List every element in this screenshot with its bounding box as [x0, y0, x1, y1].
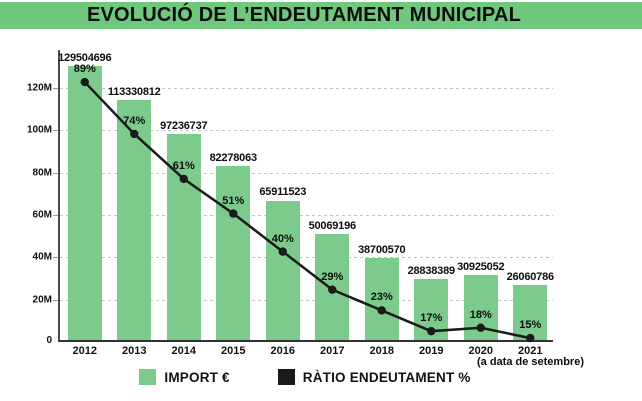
ratio-label: 89% — [73, 63, 96, 76]
bar-2013 — [117, 100, 152, 340]
bar-2019 — [414, 278, 449, 340]
x-axis-label-2017: 2017 — [320, 345, 345, 357]
bar-2021 — [513, 284, 548, 340]
bar-2017 — [315, 234, 350, 340]
x-axis-label-2018: 2018 — [369, 345, 394, 357]
title-banner: EVOLUCIÓ DE L’ENDEUTAMENT MUNICIPAL — [0, 2, 642, 29]
bar-value-label: 30925052 — [457, 260, 505, 273]
legend-label-ratio: RÀTIO ENDEUTAMENT % — [302, 369, 471, 385]
bar-value-label: 129504696 — [58, 51, 112, 64]
bar-2015 — [216, 165, 251, 340]
x-axis-label-2015: 2015 — [221, 345, 246, 357]
ratio-swatch-icon — [277, 369, 295, 385]
y-axis-tick — [53, 257, 58, 259]
legend-label-import: IMPORT € — [164, 369, 230, 385]
y-axis-tick — [53, 88, 58, 90]
import-swatch-icon — [139, 369, 157, 385]
bar-value-label: 82278063 — [209, 151, 258, 164]
x-axis-label-2012: 2012 — [72, 345, 97, 357]
bar-value-label: 113330812 — [107, 86, 161, 99]
ratio-label: 74% — [123, 114, 146, 127]
x-axis-label-2014: 2014 — [171, 345, 196, 357]
y-axis-tick — [53, 299, 58, 301]
y-axis-tick — [53, 172, 58, 174]
ratio-label: 17% — [420, 312, 443, 325]
x-axis-label-2016: 2016 — [270, 345, 295, 357]
bar-value-label: 28838389 — [407, 264, 456, 277]
ratio-label: 23% — [370, 291, 393, 304]
ratio-label: 61% — [172, 159, 195, 172]
y-axis-tick — [53, 215, 58, 216]
debt-evolution-chart: 120M 100M 80M 60M 40M 20M 0 129504696 2012 89% 113… — [27, 50, 555, 357]
y-axis-label: 60M — [32, 209, 52, 221]
x-axis-label-2020: 2020 — [468, 345, 493, 357]
bar-2020 — [463, 274, 498, 340]
ratio-label: 18% — [469, 308, 492, 321]
y-axis-label: 100M — [26, 124, 52, 136]
y-axis-label: 80M — [32, 167, 52, 179]
y-axis-tick — [53, 130, 58, 132]
bar-value-label: 50069196 — [308, 220, 357, 233]
x-axis-label-2019: 2019 — [419, 345, 444, 357]
y-axis-label: 120M — [26, 82, 52, 94]
y-axis-label: 40M — [32, 251, 52, 263]
ratio-label: 29% — [321, 270, 344, 283]
x-axis-label-2013: 2013 — [122, 345, 147, 357]
y-axis-label: 20M — [32, 294, 52, 306]
bar-2012 — [67, 65, 102, 340]
bar-value-label: 26060786 — [506, 270, 555, 283]
ratio-label: 15% — [519, 319, 542, 332]
bar-2016 — [265, 200, 300, 340]
legend-item-import: IMPORT € — [139, 369, 230, 385]
ratio-label: 51% — [222, 194, 245, 207]
page-title: EVOLUCIÓ DE L’ENDEUTAMENT MUNICIPAL — [86, 4, 522, 26]
bar-value-label: 65911523 — [259, 186, 307, 199]
legend-item-ratio: RÀTIO ENDEUTAMENT % — [277, 369, 471, 385]
chart-legend: IMPORT € RÀTIO ENDEUTAMENT % — [0, 369, 610, 385]
bar-value-label: 97236737 — [160, 120, 208, 133]
x-axis-label-2021: 2021 — [518, 345, 543, 357]
ratio-label: 40% — [271, 232, 294, 245]
footnote-date: (a data de setembre) — [477, 356, 584, 368]
y-axis-label: 0 — [46, 335, 52, 346]
bar-value-label: 38700570 — [358, 244, 406, 257]
